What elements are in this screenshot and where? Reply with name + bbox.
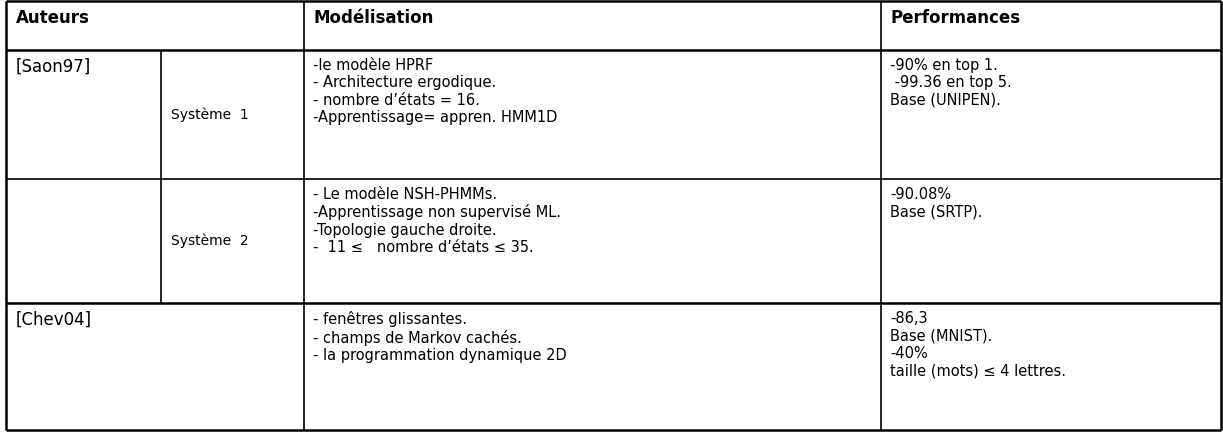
Text: -90% en top 1.
 -99.36 en top 5.
Base (UNIPEN).: -90% en top 1. -99.36 en top 5. Base (UN… — [890, 58, 1011, 108]
Text: [Saon97]: [Saon97] — [16, 58, 91, 76]
Text: - Le modèle NSH-PHMMs.
-Apprentissage non supervisé ML.
-Topologie gauche droite: - Le modèle NSH-PHMMs. -Apprentissage no… — [313, 187, 561, 255]
Text: -90.08%
Base (SRTP).: -90.08% Base (SRTP). — [890, 187, 983, 219]
Text: [Chev04]: [Chev04] — [16, 311, 92, 329]
Text: -le modèle HPRF
- Architecture ergodique.
- nombre d’états = 16.
-Apprentissage=: -le modèle HPRF - Architecture ergodique… — [313, 58, 558, 125]
Text: -86,3
Base (MNIST).
-40%
taille (mots) ≤ 4 lettres.: -86,3 Base (MNIST). -40% taille (mots) ≤… — [890, 311, 1066, 378]
Text: - fenêtres glissantes.
- champs de Markov cachés.
- la programmation dynamique 2: - fenêtres glissantes. - champs de Marko… — [313, 311, 567, 363]
Text: Système  1: Système 1 — [170, 107, 248, 122]
Text: Système  2: Système 2 — [170, 234, 248, 248]
Text: Auteurs: Auteurs — [16, 9, 89, 27]
Text: Modélisation: Modélisation — [313, 9, 434, 27]
Text: Performances: Performances — [890, 9, 1020, 27]
